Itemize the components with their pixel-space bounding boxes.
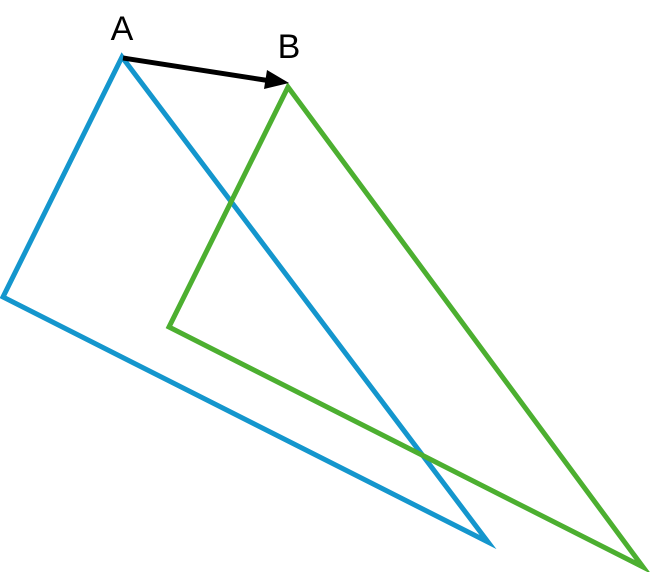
label-point-a: A [111, 10, 134, 48]
blue-triangle-pre-image [0, 52, 497, 550]
vector-arrow-shaft [122, 55, 272, 84]
translation-vector-arrow [122, 55, 289, 89]
green-triangle-image [165, 82, 650, 572]
label-point-b: B [278, 28, 301, 66]
vector-arrowhead-icon [264, 70, 289, 89]
